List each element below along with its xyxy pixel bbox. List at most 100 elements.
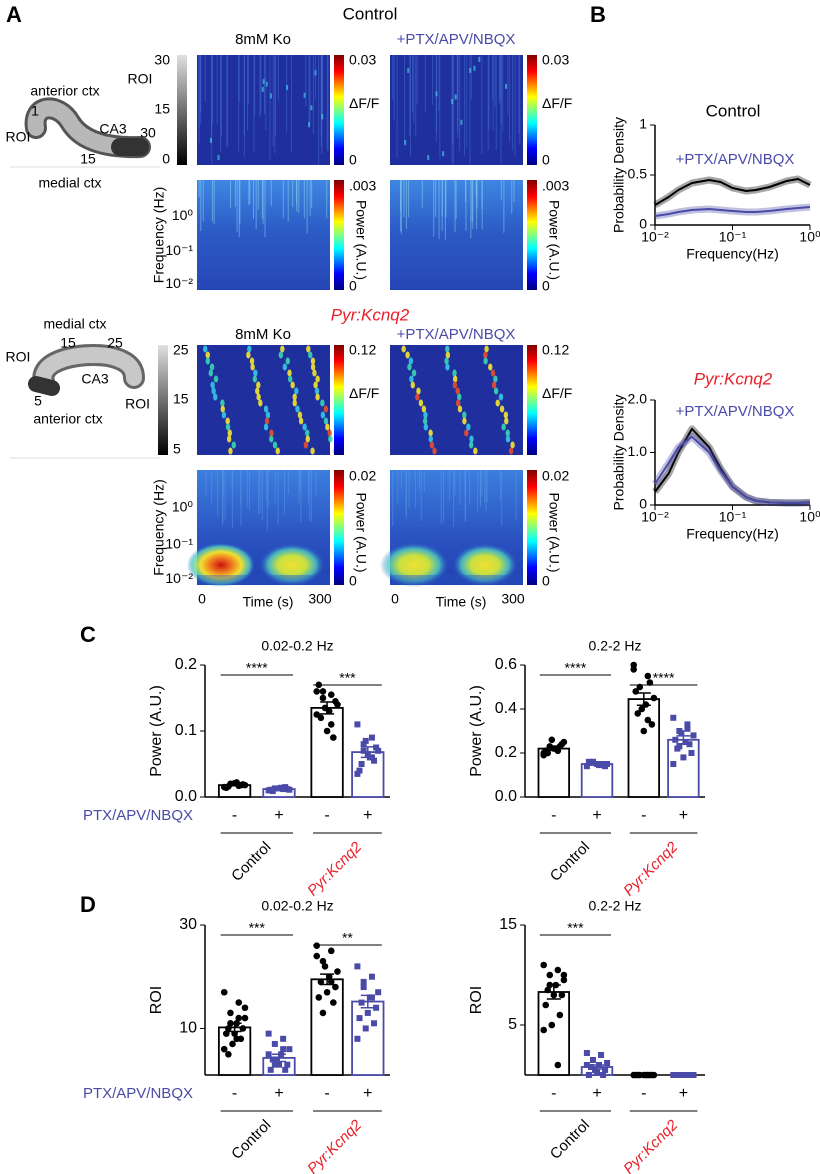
data-point [269,1056,276,1063]
data-point [358,761,365,767]
heatmap-event [445,351,451,359]
data-point [271,1040,278,1047]
data-point [670,761,677,767]
heatmap-event [429,441,435,449]
data-point [688,1072,695,1078]
heatmap-event [305,429,310,437]
heatmap-event [295,405,300,413]
y-tick-label: 1.0 [628,443,648,459]
spectrogram-blob [187,543,255,587]
time-tick-label: 300 [308,591,332,607]
x-tick-label: - [641,807,646,824]
x-tick-label: - [232,807,237,824]
heatmap-event [464,429,469,437]
data-point [220,988,228,996]
x-tick-label: - [324,807,329,824]
heatmap-event [290,381,295,389]
heatmap-fleck [310,105,313,111]
y-tick-label: 2.0 [628,391,648,407]
heatmap-event [205,357,211,365]
group-label: Control [547,1117,593,1163]
heatmap-event [422,417,428,425]
x-tick-label: + [274,1085,283,1102]
heatmap-event [457,393,462,401]
x-tick-label: - [324,1085,329,1102]
y-tick-label: 10 [179,1020,197,1037]
data-point [360,978,367,985]
significance-label: *** [249,920,266,936]
heatmap-event [264,417,270,425]
heatmap-fleck [217,155,220,161]
data-point [239,1025,247,1032]
data-point [373,1004,380,1011]
heatmap-event [227,429,232,437]
heatmap-event [452,381,458,389]
freq-tick-label: 10⁻² [165,570,193,586]
data-point [319,688,327,695]
data-point [265,1051,272,1058]
heatmap [390,55,523,165]
legend-label: +PTX/APV/NBQX [676,151,795,168]
heatmap-event [269,429,274,437]
colorbar-tick-label: 0.12 [542,342,569,358]
group-label: Pyr:Kcnq2 [620,1116,681,1174]
data-point [646,679,654,686]
heatmap-event [249,357,255,365]
data-point [354,1035,361,1042]
data-point [672,736,679,743]
spectrogram-band [390,575,523,585]
data-point [560,971,568,979]
x-tick-label: 10⁰ [799,229,820,245]
heatmap-event [315,375,320,383]
data-point [589,1057,596,1063]
data-point [684,725,691,732]
spectrogram-blob [260,544,324,586]
data-point [600,761,607,767]
error-bar [272,1053,286,1063]
series-line [654,435,810,504]
schematic-label: 30 [140,125,156,141]
heatmap-event [298,417,304,425]
hippocampus-schematic [10,344,160,459]
heatmap-fleck [269,93,272,99]
data-point [630,666,638,673]
colorbar-tick-label: 0 [542,278,550,294]
heatmap-event [252,375,258,383]
group-label: Pyr:Kcnq2 [304,838,365,899]
y-axis-label: Power (A.U.) [468,685,485,777]
heatmap-event [455,387,460,395]
data-point [560,976,568,984]
roi-tick-label: 15 [173,391,189,407]
heatmap-event [287,375,293,383]
y-axis-label: Power (A.U.) [148,685,165,777]
heatmap-event [483,351,488,359]
heatmap-event [211,387,216,395]
data-point [648,721,656,728]
heatmap-event [292,399,297,407]
freq-label: Frequency (Hz) [151,187,167,283]
y-tick-label: 5 [508,1016,517,1033]
error-bar [360,746,375,759]
error-bar [320,701,335,715]
data-point [332,983,339,991]
data-point [676,743,683,750]
x-tick-label: 10⁻¹ [719,229,747,245]
error-bar [227,1022,242,1033]
heatmap-event [275,447,280,455]
heatmap-event [310,363,316,371]
data-point [225,1025,232,1032]
bar [310,707,344,798]
heatmap-fleck [473,65,476,71]
data-point [364,1009,371,1016]
colorbar-tick-label: 0.12 [349,342,376,358]
data-point [233,1035,240,1043]
heatmap-event [226,435,232,443]
heatmap-fleck [262,79,265,85]
heatmap-event [462,417,467,425]
bar [667,738,700,798]
data-point [360,741,367,748]
treatment-label: PTX/APV/NBQX [83,1085,193,1102]
heatmap-event [225,417,230,425]
data-point [271,1061,278,1068]
